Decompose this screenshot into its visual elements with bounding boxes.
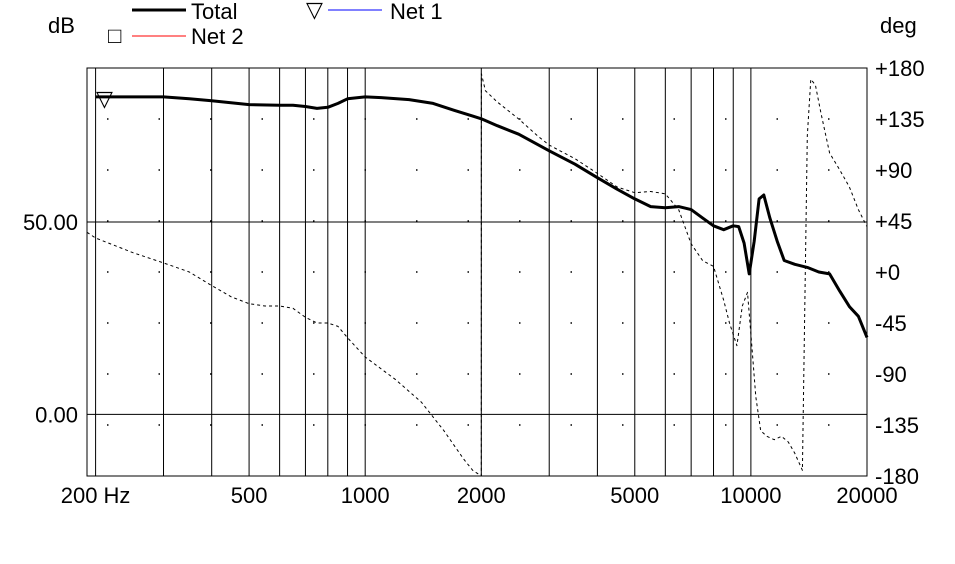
x-tick-label: 20000	[836, 483, 897, 508]
right-tick-label: +180	[875, 56, 925, 81]
x-tick-label: 10000	[720, 483, 781, 508]
x-axis-ticks: 200 Hz 500 1000 2000 5000 10000 20000	[61, 483, 898, 508]
right-tick-label: -45	[875, 311, 907, 336]
x-tick-label: 2000	[457, 483, 506, 508]
left-axis-label: dB	[48, 13, 75, 38]
right-tick-label: +135	[875, 107, 925, 132]
legend-marker-net2: □	[108, 23, 121, 48]
left-axis-ticks: 50.00 0.00	[23, 210, 78, 427]
x-tick-label: 1000	[341, 483, 390, 508]
right-axis-label: deg	[880, 13, 917, 38]
series-layer	[86, 73, 869, 477]
series-line-total	[95, 95, 869, 338]
legend-label-net2: Net 2	[191, 24, 244, 49]
right-tick-label: -135	[875, 413, 919, 438]
x-tick-label: 500	[231, 483, 268, 508]
legend-marker-net1: ▽	[306, 0, 323, 22]
legend-label-total: Total	[191, 0, 237, 24]
x-tick-label: 5000	[610, 483, 659, 508]
plot-frame	[86, 67, 868, 477]
x-tick-label: 200 Hz	[61, 483, 131, 508]
series-line-phase	[86, 73, 868, 477]
right-tick-label: +45	[875, 209, 912, 234]
right-tick-label: +90	[875, 158, 912, 183]
right-tick-label: -90	[875, 362, 907, 387]
right-tick-label: +0	[875, 260, 900, 285]
legend-label-net1: Net 1	[390, 0, 443, 24]
left-tick-label: 50.00	[23, 210, 78, 235]
right-tick-label: -180	[875, 464, 919, 489]
right-axis-ticks: +180 +135 +90 +45 +0 -45 -90 -135 -180	[875, 56, 925, 489]
legend: Total ▽ Net 1 □ Net 2	[108, 0, 443, 49]
left-tick-label: 0.00	[35, 402, 78, 427]
net1-marker-on-curve: ▽	[96, 86, 113, 111]
